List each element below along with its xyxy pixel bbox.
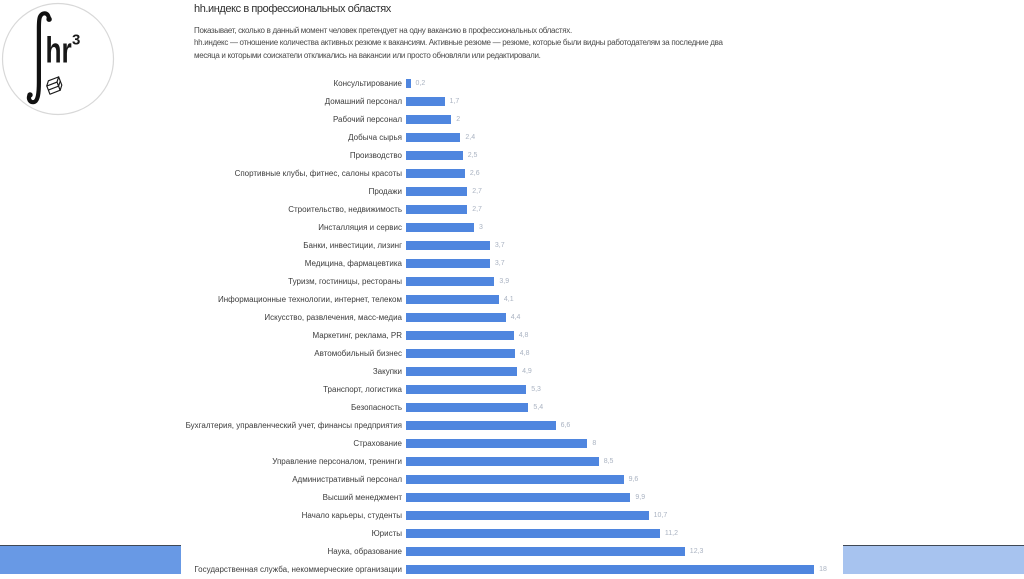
svg-text:3: 3 [72, 32, 80, 49]
svg-text:hr: hr [46, 29, 72, 70]
